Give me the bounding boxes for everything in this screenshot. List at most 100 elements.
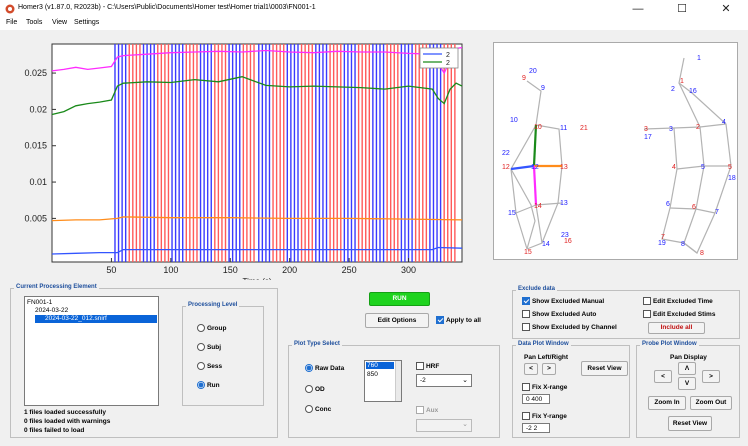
detector-label: 21: [580, 125, 588, 132]
plot-conc-radio[interactable]: Conc: [305, 405, 331, 413]
radio-icon[interactable]: [305, 405, 313, 413]
fix-y-range-checkbox[interactable]: Fix Y-range: [522, 412, 567, 420]
radio-icon[interactable]: [197, 343, 205, 351]
x-tick-label: 50: [106, 265, 116, 275]
radio-icon[interactable]: [197, 362, 205, 370]
hrf-checkbox[interactable]: HRF: [416, 362, 439, 370]
pan-up-button[interactable]: Λ: [678, 362, 696, 375]
menu-tools[interactable]: Tools: [26, 19, 43, 26]
checkbox-icon[interactable]: [522, 383, 530, 391]
wavelength-850[interactable]: 850: [367, 371, 378, 378]
probe-reset-view-button[interactable]: Reset View: [668, 416, 712, 431]
x-tick-label: 150: [223, 265, 238, 275]
source-label: 15: [524, 249, 532, 256]
detector-label: 14: [542, 241, 550, 248]
aux-checkbox[interactable]: Aux: [416, 406, 438, 414]
aux-dropdown[interactable]: ⌄: [416, 419, 472, 432]
checkbox-icon-checked[interactable]: [522, 297, 530, 305]
detector-label: 2: [671, 86, 675, 93]
plot-raw-radio[interactable]: Raw Data: [305, 364, 344, 372]
maximize-button[interactable]: ☐: [677, 3, 687, 15]
x-tick-label: 200: [282, 265, 297, 275]
probe-pan-right-button[interactable]: >: [702, 370, 720, 383]
series-line-1[interactable]: [51, 76, 463, 116]
checkbox-icon[interactable]: [522, 310, 530, 318]
edit-excluded-stims-checkbox[interactable]: Edit Excluded Stims: [643, 310, 715, 318]
zoom-in-button[interactable]: Zoom In: [648, 396, 686, 410]
checkbox-icon-checked[interactable]: [436, 316, 444, 324]
tree-item-run-selected[interactable]: 2024-03-22_012.snirf: [35, 315, 157, 323]
radio-icon[interactable]: [197, 324, 205, 332]
series-line-2[interactable]: [51, 216, 463, 222]
pan-right-button[interactable]: >: [542, 363, 556, 375]
pan-display-label: Pan Display: [670, 354, 707, 361]
fix-x-range-label: Fix X-range: [531, 383, 568, 391]
checkbox-icon[interactable]: [643, 297, 651, 305]
menu-view[interactable]: View: [52, 19, 68, 26]
y-range-input[interactable]: -2 2: [522, 423, 550, 433]
menu-file[interactable]: File: [6, 19, 18, 26]
x-tick-label: 100: [163, 265, 178, 275]
pan-down-button[interactable]: V: [678, 377, 696, 390]
plot-od-label: OD: [314, 385, 325, 393]
plot-type-panel: [288, 345, 500, 438]
show-excluded-manual-checkbox[interactable]: Show Excluded Manual: [522, 297, 604, 305]
level-group-radio[interactable]: Group: [197, 324, 226, 332]
level-run-radio[interactable]: Run: [197, 381, 220, 389]
wavelength-list[interactable]: 760 850: [364, 360, 402, 402]
detector-label: 4: [722, 119, 726, 126]
plot-area[interactable]: [51, 43, 463, 263]
run-button[interactable]: RUN: [369, 292, 430, 306]
probe-channel-blue[interactable]: [510, 164, 535, 171]
menu-settings[interactable]: Settings: [74, 19, 100, 26]
tree-item-group[interactable]: FN001-1: [27, 299, 53, 306]
detector-label: 8: [681, 241, 685, 248]
checkbox-icon[interactable]: [643, 310, 651, 318]
data-plot[interactable]: 0.005 0.01 0.015 0.02 0.025 50 100 150 200 250 300…: [0, 30, 480, 280]
fix-x-range-checkbox[interactable]: Fix X-range: [522, 383, 567, 391]
source-label: 9: [522, 75, 526, 82]
homer-app-icon: [5, 4, 15, 14]
x-tick-label: 250: [342, 265, 357, 275]
close-button[interactable]: ✕: [721, 3, 731, 15]
level-subj-radio[interactable]: Subj: [197, 343, 221, 351]
show-excluded-auto-checkbox[interactable]: Show Excluded Auto: [522, 310, 596, 318]
pan-left-button[interactable]: <: [524, 363, 538, 375]
plot-conc-label: Conc: [314, 405, 332, 413]
edit-excluded-time-checkbox[interactable]: Edit Excluded Time: [643, 297, 713, 305]
hrf-dropdown[interactable]: -2 ⌄: [416, 374, 472, 387]
processing-tree[interactable]: FN001-1 2024-03-22 2024-03-22_012.snirf: [24, 296, 159, 406]
checkbox-icon[interactable]: [416, 362, 424, 370]
probe-channel-magenta[interactable]: [532, 165, 538, 206]
checkbox-icon[interactable]: [522, 412, 530, 420]
plot-od-radio[interactable]: OD: [305, 385, 325, 393]
checkbox-icon[interactable]: [416, 406, 424, 414]
radio-icon-checked[interactable]: [197, 381, 205, 389]
radio-icon-checked[interactable]: [305, 364, 313, 372]
minimize-button[interactable]: —: [632, 3, 644, 15]
x-range-input[interactable]: 0 400: [522, 394, 550, 404]
wavelength-760[interactable]: 760: [366, 362, 394, 369]
include-all-button[interactable]: Include all: [648, 322, 705, 334]
zoom-out-button[interactable]: Zoom Out: [690, 396, 732, 410]
checkbox-icon[interactable]: [522, 323, 530, 331]
probe-plot[interactable]: 9 20 9 10 10 11 21 22 12 12 13 15 14 13 …: [493, 42, 738, 260]
exclude-data-title: Exclude data: [516, 286, 558, 292]
apply-to-all-checkbox[interactable]: Apply to all: [436, 316, 481, 324]
edit-options-button[interactable]: Edit Options: [365, 313, 429, 328]
detector-label: 11: [560, 125, 567, 132]
detector-label: 7: [715, 209, 719, 216]
probe-pan-left-button[interactable]: <: [654, 370, 672, 383]
tree-item-subject[interactable]: 2024-03-22: [35, 307, 69, 314]
series-line-3[interactable]: [51, 246, 463, 255]
radio-icon[interactable]: [305, 385, 313, 393]
probe-channel-green[interactable]: [532, 124, 538, 167]
data-plot-window-title: Data Plot Window: [516, 341, 571, 347]
wavelength-scrollbar[interactable]: [395, 361, 401, 401]
probe-geometry[interactable]: 9 20 9 10 10 11 21 22 12 12 13 15 14 13 …: [494, 43, 739, 261]
legend-label: 2: [446, 60, 450, 67]
level-sess-radio[interactable]: Sess: [197, 362, 222, 370]
show-excluded-by-channel-checkbox[interactable]: Show Excluded by Channel: [522, 323, 617, 331]
data-reset-view-button[interactable]: Reset View: [581, 361, 628, 376]
detector-label: 10: [510, 117, 518, 124]
